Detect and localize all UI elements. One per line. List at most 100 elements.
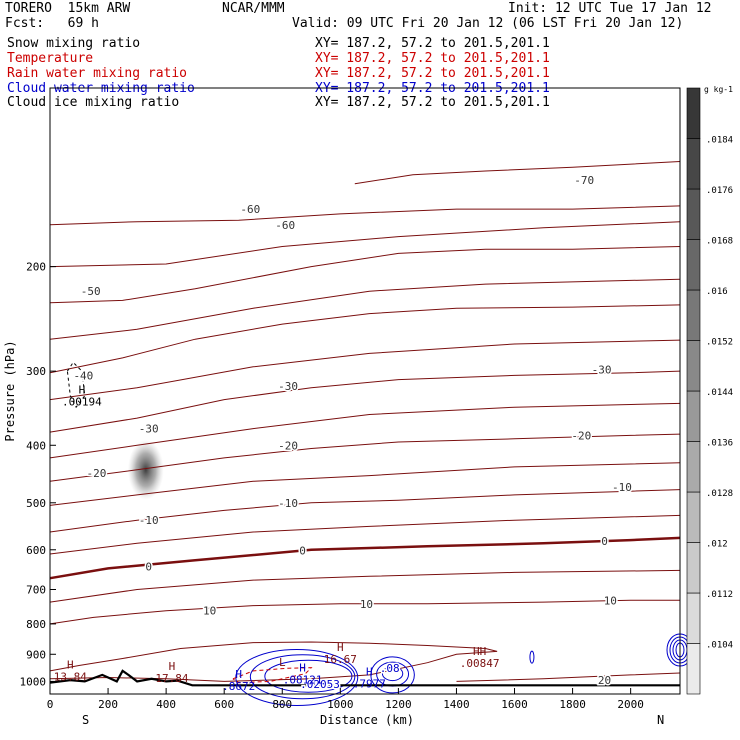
contour-label: 0	[145, 560, 152, 573]
x-tick-label: 400	[156, 698, 176, 711]
temperature-contour	[49, 402, 681, 459]
colorbar-unit-label: g kg-1	[704, 85, 733, 94]
center-title: NCAR/MMM	[222, 1, 285, 16]
valid-time: Valid: 09 UTC Fri 20 Jan 12 (06 LST Fri …	[292, 16, 684, 31]
temperature-contour	[49, 221, 681, 268]
contour-label: 10	[360, 598, 373, 611]
colorbar-box	[686, 340, 701, 392]
contour-label: 0	[601, 535, 608, 548]
cloud-water-contour	[370, 656, 415, 694]
field-xy-cloud-ice: XY= 187.2, 57.2 to 201.5,201.1	[315, 95, 550, 110]
x-axis-label: Distance (km)	[320, 713, 414, 727]
colorbar-tick-label: .0152	[706, 338, 733, 348]
field-xy-temperature: XY= 187.2, 57.2 to 201.5,201.1	[315, 51, 550, 66]
colorbar-box	[686, 491, 701, 543]
temperature-contour	[49, 433, 681, 482]
high-low-marker: H	[67, 658, 74, 671]
colorbar-box	[686, 643, 701, 695]
marker-value: .7977	[353, 678, 386, 691]
temperature-contour	[456, 672, 681, 682]
high-low-marker: H	[169, 660, 176, 673]
cloud-water-contour	[264, 659, 353, 693]
model-title: TORERO 15km ARW	[5, 1, 131, 16]
x-tick-label: 800	[272, 698, 292, 711]
contour-label: -60	[275, 219, 295, 232]
contour-label: 10	[203, 605, 216, 618]
contour-label: .02053	[300, 678, 340, 691]
colorbar: .0104 .0112 .012 .0128 .0136 .0144 .0152 .016 .0…	[686, 85, 733, 695]
y-tick-label: 800	[26, 618, 46, 631]
field-label-cloud-ice: Cloud ice mixing ratio	[7, 95, 180, 110]
cloud-ice-contour	[66, 361, 86, 409]
colorbar-tick-label: .0128	[706, 489, 733, 499]
x-tick-label: 1000	[327, 698, 354, 711]
temperature-contour	[49, 599, 680, 625]
temperature-contour	[49, 205, 681, 226]
forecast-hour: Fcst: 69 h	[5, 16, 99, 31]
temperature-contour	[49, 370, 681, 433]
colorbar-box	[686, 390, 701, 442]
colorbar-tick-label: .0136	[706, 439, 733, 449]
contour-label: 10	[604, 594, 617, 607]
contour-label: -10	[612, 481, 632, 494]
x-tick-label: 1200	[385, 698, 412, 711]
marker-value: .00194	[62, 396, 102, 409]
colorbar-box	[686, 87, 701, 139]
high-low-marker: H	[299, 662, 306, 675]
colorbar-box	[686, 289, 701, 341]
contour-label: -50	[81, 285, 101, 298]
field-label-rain: Rain water mixing ratio	[7, 66, 188, 81]
field-label-temperature: Temperature	[7, 51, 94, 66]
rain-water-contour	[232, 667, 313, 684]
colorbar-box	[686, 188, 701, 240]
temperature-contour	[49, 489, 681, 533]
marker-value: 13.84	[54, 670, 87, 683]
contour-label: 0	[299, 545, 306, 558]
colorbar-box	[686, 239, 701, 291]
colorbar-tick-label: .0184	[706, 136, 733, 146]
colorbar-tick-label: .0104	[706, 641, 733, 651]
temperature-contour	[49, 462, 681, 506]
marker-value: .00847	[460, 657, 500, 670]
field-label-snow: Snow mixing ratio	[7, 36, 141, 51]
temperature-contour	[49, 641, 498, 682]
right-endpoint-label: N	[657, 713, 664, 727]
contour-label: -30	[139, 423, 159, 436]
contour-label: -60	[240, 203, 260, 216]
contour-label: -20	[87, 467, 107, 480]
y-axis-label: Pressure (hPa)	[3, 340, 17, 441]
y-tick-label: 200	[26, 261, 46, 274]
x-tick-label: 2000	[617, 698, 644, 711]
y-tick-label: 300	[26, 365, 46, 378]
temperature-contour	[49, 339, 681, 401]
temperature-contour	[354, 161, 681, 185]
init-time: Init: 12 UTC Tue 17 Jan 12	[508, 1, 712, 16]
marker-value: 16.67	[324, 653, 357, 666]
x-tick-label: 1600	[501, 698, 528, 711]
marker-value: 17.84	[155, 672, 188, 685]
x-tick-label: 200	[98, 698, 118, 711]
snow-shading	[127, 439, 164, 500]
colorbar-box	[686, 138, 701, 190]
y-tick-label: 900	[26, 648, 46, 661]
high-low-marker: H	[337, 641, 344, 654]
terrain-line	[49, 669, 680, 687]
temperature-contour	[49, 278, 681, 340]
x-tick-label: 600	[214, 698, 234, 711]
contour-label: -30	[278, 380, 298, 393]
field-xy-snow: XY= 187.2, 57.2 to 201.5,201.1	[315, 36, 550, 51]
x-tick-label: 0	[47, 698, 54, 711]
high-low-marker: L	[279, 656, 286, 669]
colorbar-box	[686, 441, 701, 493]
high-low-marker: H	[79, 384, 86, 397]
contour-label: -20	[571, 429, 591, 442]
cloud-water-contour	[529, 650, 535, 664]
colorbar-tick-label: .016	[706, 287, 728, 297]
marker-value: .08121	[283, 674, 323, 687]
left-endpoint-label: S	[82, 713, 89, 727]
colorbar-tick-label: .0176	[706, 186, 733, 196]
y-tick-label: 500	[26, 497, 46, 510]
contour-label: .08	[380, 662, 400, 675]
high-low-marker: HH	[473, 645, 486, 658]
